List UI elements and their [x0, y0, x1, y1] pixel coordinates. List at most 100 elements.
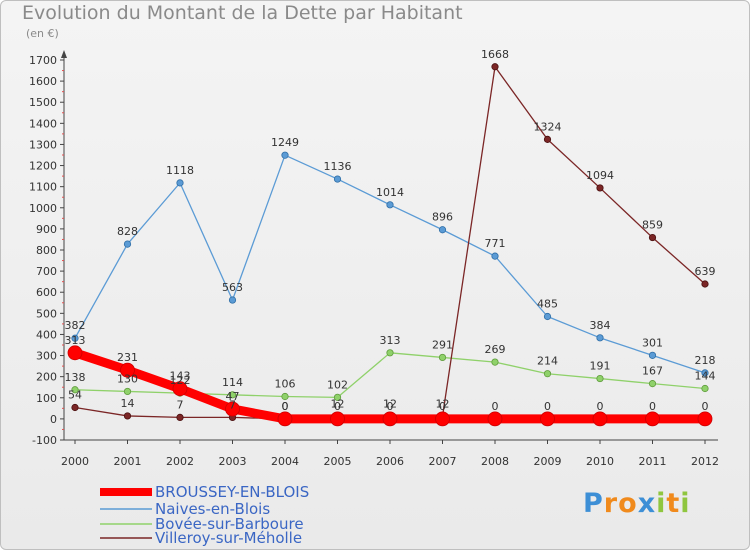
data-label: 313 — [380, 334, 401, 347]
data-point — [438, 226, 447, 234]
data-label: 231 — [117, 351, 138, 364]
y-tick-label: -100 — [32, 434, 57, 447]
data-label: 301 — [642, 336, 663, 349]
data-point — [330, 411, 345, 427]
data-label: 1118 — [166, 164, 194, 177]
x-tick-label: 2000 — [61, 455, 89, 468]
data-label: 771 — [485, 237, 506, 250]
data-point — [281, 151, 289, 159]
data-label: 0 — [597, 400, 604, 413]
y-tick-label: 300 — [36, 350, 57, 363]
logo-letter: o — [618, 488, 638, 519]
data-label: 106 — [275, 378, 296, 391]
data-label: 0 — [282, 400, 289, 413]
data-label: 12 — [331, 397, 345, 410]
logo-letter: i — [680, 488, 691, 519]
x-tick-label: 2002 — [166, 455, 194, 468]
x-tick-label: 2003 — [219, 455, 247, 468]
data-point — [71, 334, 79, 342]
data-label: 47 — [226, 390, 240, 403]
x-tick-label: 2011 — [639, 455, 667, 468]
data-point — [701, 280, 709, 288]
data-point — [648, 233, 657, 242]
data-label: 1136 — [324, 160, 352, 173]
logo-letter: t — [666, 488, 681, 519]
data-point — [596, 184, 604, 192]
y-tick-label: 800 — [36, 244, 57, 257]
data-point — [120, 362, 135, 378]
logo-letter: P — [583, 488, 604, 519]
legend-label: Villeroy-sur-Méholle — [155, 529, 302, 547]
y-tick-label: 1200 — [29, 160, 57, 173]
data-label: 1324 — [534, 120, 562, 133]
data-label: 0 — [282, 400, 289, 413]
x-tick-label: 2012 — [691, 455, 719, 468]
logo-letter: i — [656, 488, 667, 519]
data-label: 0 — [387, 400, 394, 413]
data-label: 114 — [222, 376, 243, 389]
data-label: 102 — [327, 378, 348, 391]
data-point — [386, 349, 394, 357]
data-point — [648, 380, 657, 388]
y-tick-label: 1500 — [29, 96, 57, 109]
x-tick-label: 2004 — [271, 455, 299, 468]
data-point — [540, 411, 555, 427]
data-label: 54 — [68, 388, 82, 401]
data-point — [382, 411, 398, 427]
data-label: 1094 — [586, 169, 614, 182]
y-tick-label: 1100 — [29, 181, 57, 194]
data-label: 143 — [170, 370, 191, 383]
data-point — [645, 411, 660, 427]
data-point — [228, 391, 237, 399]
data-label: 639 — [695, 265, 716, 278]
data-label: 214 — [537, 355, 558, 368]
data-label: 384 — [590, 319, 611, 332]
data-label: 7 — [177, 398, 184, 411]
data-point — [592, 411, 608, 427]
data-point — [123, 387, 132, 396]
data-point — [123, 240, 132, 248]
data-point — [697, 411, 713, 427]
data-point — [701, 384, 709, 393]
data-label: 563 — [222, 281, 243, 294]
data-label: 485 — [537, 298, 558, 311]
data-point — [491, 63, 499, 71]
legend-label: Bovée-sur-Barboure — [155, 515, 304, 533]
data-point — [438, 353, 447, 362]
data-point — [281, 392, 289, 401]
data-point — [596, 374, 604, 383]
data-point — [176, 179, 184, 187]
data-label: 218 — [695, 354, 716, 367]
data-point — [333, 175, 342, 183]
data-point — [172, 381, 188, 397]
y-tick-label: 0 — [50, 413, 57, 426]
chart-unit: (en €) — [26, 27, 59, 40]
x-tick-label: 2006 — [376, 455, 404, 468]
y-tick-label: 1700 — [29, 54, 57, 67]
data-point — [487, 411, 503, 427]
legend-label: Naives-en-Blois — [155, 500, 270, 518]
x-tick-label: 2008 — [481, 455, 509, 468]
data-point — [67, 345, 83, 361]
data-point — [333, 393, 342, 401]
data-label: 12 — [436, 397, 450, 410]
data-label: 0 — [702, 400, 709, 413]
data-label: 1014 — [376, 186, 404, 199]
data-label: 0 — [439, 400, 446, 413]
data-label: 859 — [642, 219, 663, 232]
data-point — [386, 201, 394, 209]
y-tick-label: 500 — [36, 307, 57, 320]
series-line-3 — [74, 66, 706, 420]
y-tick-label: 900 — [36, 223, 57, 236]
data-label: 14 — [121, 397, 135, 410]
data-point — [71, 386, 79, 394]
data-point — [648, 351, 657, 359]
data-label: 7 — [229, 398, 236, 411]
data-point — [596, 334, 604, 342]
data-label: 130 — [117, 372, 138, 385]
chart-title: Evolution du Montant de la Dette par Hab… — [22, 2, 463, 24]
y-tick-label: 700 — [36, 265, 57, 278]
data-label: 144 — [695, 369, 716, 382]
y-tick-label: 1000 — [29, 202, 57, 215]
